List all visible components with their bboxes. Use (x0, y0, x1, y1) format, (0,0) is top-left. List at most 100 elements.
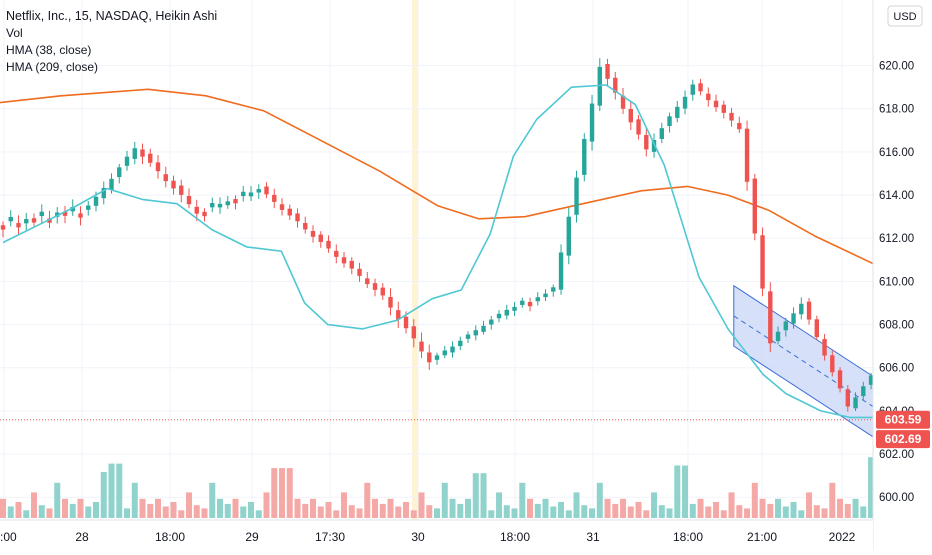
candle-body (372, 283, 378, 290)
candle-body (109, 178, 114, 190)
candle-body (644, 135, 649, 150)
candle-body (613, 77, 618, 93)
volume-bar (341, 492, 348, 518)
candle-body (303, 223, 308, 230)
volume-bar (674, 465, 681, 518)
candle-body (434, 355, 440, 360)
x-tick-label: 17:30 (315, 530, 345, 544)
candle-body (651, 140, 657, 152)
volume-bar (682, 465, 689, 518)
price-axis (873, 0, 932, 550)
volume-bar (23, 510, 30, 518)
candle-body (868, 375, 874, 385)
last-price-label: 603.59 (885, 413, 922, 427)
volume-bar (364, 482, 371, 518)
candle-body (783, 321, 788, 331)
candle-body (233, 199, 238, 204)
volume-bar (813, 505, 820, 518)
volume-bar (395, 506, 402, 518)
candle-body (341, 257, 347, 264)
volume-bar (325, 502, 332, 518)
indicator-hma-209[interactable]: HMA (209, close) (6, 60, 99, 74)
volume-bar (844, 503, 851, 518)
volume-bar (860, 506, 867, 518)
indicator-volume[interactable]: Vol (6, 26, 23, 40)
volume-bar (348, 505, 355, 518)
candle-body (31, 218, 37, 223)
volume-bar (31, 492, 38, 518)
x-tick-label: 18:00 (500, 530, 530, 544)
volume-bar (612, 503, 619, 518)
y-tick-label: 612.00 (879, 233, 914, 245)
volume-bar (705, 506, 712, 518)
candle-body (667, 116, 672, 127)
indicator-hma-38[interactable]: HMA (38, close) (6, 43, 92, 57)
volume-bar (658, 505, 665, 518)
volume-bar (248, 502, 255, 518)
candle-body (248, 192, 254, 197)
volume-bar (379, 503, 386, 518)
candle-body (8, 216, 13, 222)
candle-body (845, 389, 850, 407)
candle-body (186, 196, 192, 205)
hma-209-line (0, 88, 880, 268)
candle-body (481, 325, 486, 332)
x-tick-label: 31 (586, 530, 600, 544)
candle-body (768, 291, 773, 344)
volume-bar (255, 510, 262, 518)
volume-bar (217, 498, 224, 518)
volume-bar (224, 503, 231, 518)
candle-body (489, 319, 494, 325)
candle-body (450, 346, 455, 353)
volume-bar (426, 505, 433, 518)
volume-bar (666, 508, 673, 518)
y-tick-label: 610.00 (879, 276, 914, 288)
candle-body (752, 178, 757, 234)
candle-body (140, 149, 145, 157)
hma-38-line (2, 84, 879, 419)
candle-body (822, 339, 827, 356)
volume-bar (713, 502, 720, 518)
candle-body (264, 186, 269, 195)
volume-bar (155, 498, 162, 518)
volume-bar (294, 498, 301, 518)
volume-bar (744, 508, 751, 518)
candle-body (814, 319, 819, 338)
candle-body (70, 206, 75, 212)
volume-bar (54, 482, 61, 518)
candle-body (620, 95, 626, 109)
candle-body (419, 341, 424, 352)
volume-bar (736, 505, 743, 518)
candle-body (543, 293, 548, 298)
volume-bar (193, 505, 200, 518)
candle-body (148, 153, 153, 163)
volume-bar (147, 503, 154, 518)
x-tick-label: 18:00 (673, 530, 703, 544)
volume-bar (782, 506, 789, 518)
volume-bar (829, 482, 836, 518)
candle-body (589, 103, 595, 142)
time-axis (0, 520, 873, 550)
candle-body (520, 300, 525, 305)
candle-body (737, 123, 742, 130)
volume-bar (170, 502, 177, 518)
volume-bar (519, 482, 526, 518)
volume-bar (333, 510, 340, 518)
y-tick-label: 614.00 (879, 190, 914, 202)
currency-button[interactable] (887, 5, 923, 27)
candle-body (124, 156, 130, 166)
volume-bar (527, 498, 534, 518)
candle-body (388, 297, 393, 308)
candle-body (210, 203, 215, 208)
candle-body (101, 187, 106, 199)
y-tick-label: 608.00 (879, 320, 914, 332)
candle-body (690, 84, 695, 95)
volume-bar (162, 506, 169, 518)
volume-bar (38, 505, 45, 518)
candle-body (675, 106, 680, 118)
volume-bar (759, 498, 766, 518)
candle-body (706, 93, 711, 101)
candle-body (512, 306, 517, 311)
